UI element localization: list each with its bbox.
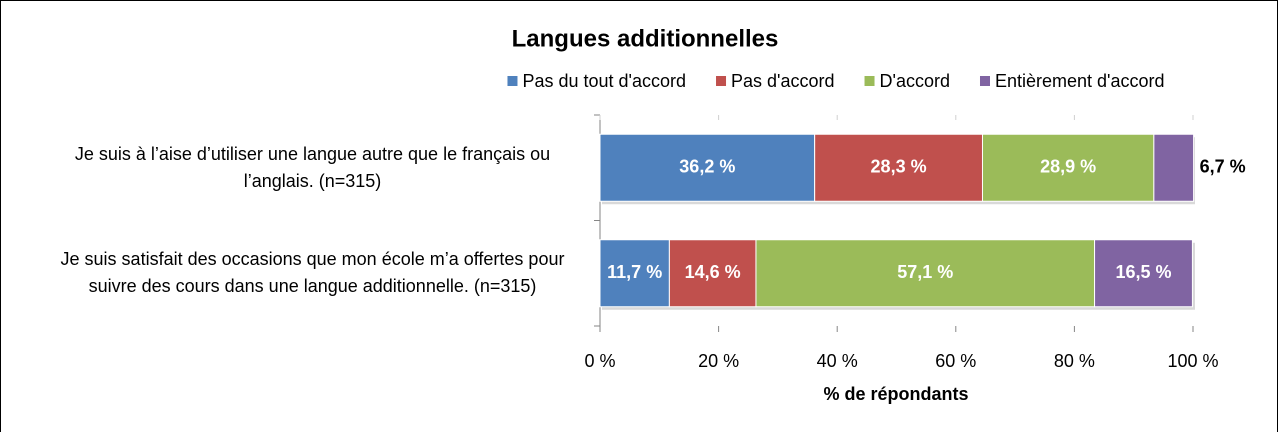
legend-swatch: [979, 76, 990, 86]
category-label: Je suis à l’aise d’utiliser une langue a…: [74, 143, 551, 191]
legend-swatch: [864, 76, 875, 86]
x-tick-label: 0 %: [584, 351, 615, 371]
value-label: 28,3 %: [871, 157, 927, 177]
bar-segment: [668, 239, 757, 308]
chart-title: Langues additionnelles: [512, 25, 779, 52]
value-label: 11,7 %: [607, 262, 662, 282]
value-label: 28,9 %: [1040, 157, 1096, 177]
bar-segment: [981, 133, 1155, 202]
value-label: 16,5 %: [1115, 262, 1171, 282]
x-tick-label: 60 %: [935, 351, 976, 371]
value-label: 14,6 %: [685, 262, 741, 282]
x-tick-label: 40 %: [817, 351, 858, 371]
bar-segment: [599, 239, 670, 308]
x-tick-label: 80 %: [1054, 351, 1095, 371]
legend-label: Pas du tout d'accord: [522, 71, 686, 91]
bar-segment: [1153, 133, 1195, 202]
value-label: 57,1 %: [897, 262, 953, 282]
legend-label: Entièrement d'accord: [995, 71, 1165, 91]
legend-swatch: [507, 76, 518, 86]
category-label: Je suis satisfait des occasions que mon …: [60, 249, 565, 297]
legend-label: Pas d'accord: [731, 71, 835, 91]
x-axis-title: % de répondants: [823, 384, 968, 404]
x-tick-label: 100 %: [1167, 351, 1218, 371]
bar-segment: [814, 133, 983, 202]
bar-segment: [1094, 239, 1193, 308]
bar-segment: [755, 239, 1096, 308]
value-label: 6,7 %: [1200, 157, 1246, 177]
bar-segment: [599, 133, 816, 202]
legend: Pas du tout d'accord Pas d'accord D'accord…: [507, 71, 1165, 91]
value-label: 36,2 %: [679, 157, 735, 177]
legend-swatch: [716, 76, 727, 86]
x-tick-label: 20 %: [698, 351, 739, 371]
legend-label: D'accord: [880, 71, 950, 91]
